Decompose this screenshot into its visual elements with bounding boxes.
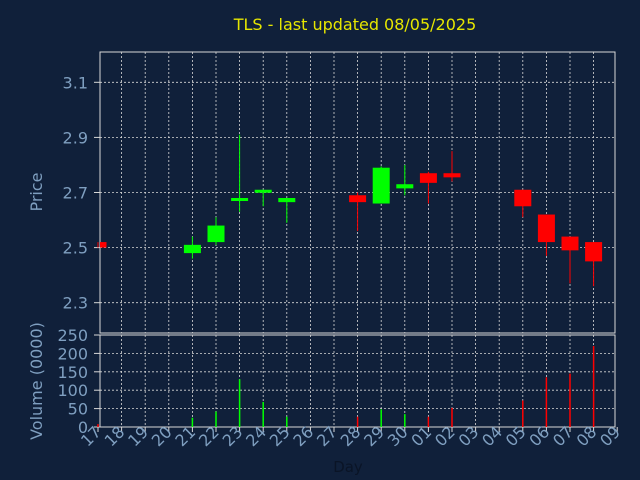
candle-down bbox=[561, 236, 579, 251]
candle-up bbox=[254, 189, 272, 193]
candle-up bbox=[278, 198, 296, 203]
volume-tick-label: 150 bbox=[57, 363, 88, 382]
candle-down bbox=[100, 242, 107, 248]
volume-bar bbox=[592, 346, 595, 427]
price-tick-label: 2.7 bbox=[63, 184, 88, 203]
candle-down bbox=[443, 173, 461, 178]
volume-tick-label: 50 bbox=[68, 400, 88, 419]
candle-down bbox=[514, 189, 532, 207]
candle-up bbox=[183, 244, 201, 254]
price-tick-label: 2.9 bbox=[63, 128, 88, 147]
candle-up bbox=[396, 184, 414, 189]
volume-tick-label: 0 bbox=[78, 418, 88, 437]
price-panel: 2.3 2.5 2.7 2.9 3.1 bbox=[63, 51, 616, 334]
volume-bar bbox=[427, 416, 430, 427]
volume-bar bbox=[215, 411, 217, 427]
volume-bar bbox=[356, 416, 359, 427]
volume-axis-label: Volume (0000) bbox=[27, 322, 46, 440]
price-tick-label: 2.5 bbox=[63, 239, 88, 258]
candle-down bbox=[349, 195, 367, 203]
price-tick-label: 2.3 bbox=[63, 294, 88, 313]
chart-title: TLS - last updated 08/05/2025 bbox=[233, 15, 477, 34]
volume-bar bbox=[286, 416, 288, 427]
volume-bar bbox=[238, 379, 241, 427]
volume-tick-label: 200 bbox=[57, 344, 88, 363]
volume-tick-label: 250 bbox=[57, 326, 88, 345]
volume-bar bbox=[97, 424, 99, 427]
volume-bar bbox=[451, 407, 453, 427]
candle-up bbox=[207, 225, 225, 243]
candle-down bbox=[419, 173, 437, 183]
volume-bar bbox=[522, 400, 524, 427]
volume-bar bbox=[262, 401, 264, 427]
candle-up bbox=[231, 198, 249, 202]
candle-down bbox=[585, 242, 603, 262]
volume-tick-label: 100 bbox=[57, 381, 88, 400]
volume-bar bbox=[569, 373, 571, 427]
day-axis-label: Day bbox=[333, 458, 363, 476]
volume-bar bbox=[191, 417, 194, 427]
candle-down bbox=[537, 214, 555, 243]
candle-up bbox=[372, 167, 390, 204]
volume-bar bbox=[545, 377, 548, 427]
price-tick-label: 3.1 bbox=[63, 73, 88, 92]
volume-bar bbox=[404, 414, 406, 427]
day-axis: 1718192021222324252627282930010203040506… bbox=[77, 422, 624, 450]
price-axis-label: Price bbox=[27, 172, 46, 211]
volume-bar bbox=[380, 409, 382, 427]
